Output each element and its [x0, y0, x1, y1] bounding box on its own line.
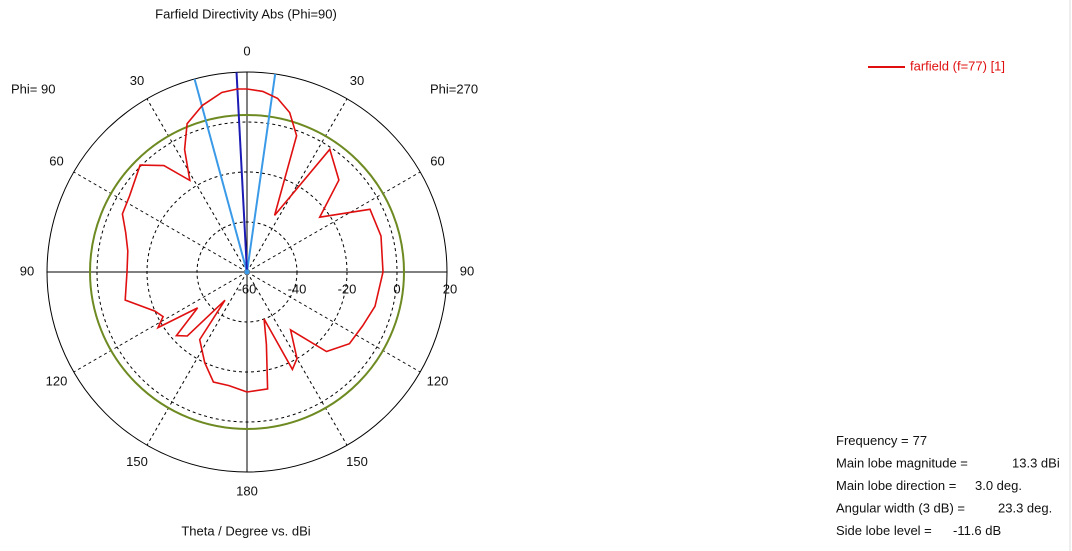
angle-tick-label: 90: [460, 263, 474, 278]
angle-tick-label: 150: [346, 454, 368, 469]
info-line: Frequency = 77: [836, 433, 927, 448]
grid-spoke: [146, 98, 248, 273]
angle-tick-label: 30: [350, 73, 364, 88]
reference-circle: [89, 114, 405, 430]
info-value: 77: [913, 433, 927, 448]
info-label: Side lobe level =: [836, 523, 932, 538]
x-axis-label: Theta / Degree vs. dBi: [181, 523, 310, 538]
info-line: Main lobe direction = 3.0 deg.: [836, 478, 1022, 493]
info-label: Angular width (3 dB) =: [836, 501, 965, 516]
grid-spoke: [73, 171, 248, 273]
r-tick-label: 0: [393, 281, 400, 296]
angle-tick-label: 150: [126, 454, 148, 469]
angle-tick-label: 30: [130, 73, 144, 88]
angle-tick-label: 90: [20, 263, 34, 278]
info-label: Main lobe direction =: [836, 478, 956, 493]
grid-spoke: [146, 271, 248, 446]
info-line: Main lobe magnitude = 13.3 dBi: [836, 456, 1060, 471]
info-line: Side lobe level = -11.6 dB: [836, 523, 1001, 538]
info-value: 3.0 deg.: [975, 478, 1022, 493]
r-tick-label: -40: [288, 281, 307, 296]
beamwidth-line: [246, 73, 277, 273]
phi-left-label: Phi= 90: [11, 81, 55, 96]
angle-tick-label: 0: [243, 43, 250, 58]
center-dot: [244, 269, 250, 275]
beamwidth-line: [193, 78, 248, 273]
info-line: Angular width (3 dB) = 23.3 deg.: [836, 501, 1052, 516]
info-value: 13.3 dBi: [1012, 456, 1060, 471]
info-label: Main lobe magnitude =: [836, 456, 968, 471]
legend-label: farfield (f=77) [1]: [910, 58, 1005, 73]
main-lobe-line: [235, 72, 248, 273]
angle-tick-label: 180: [236, 483, 258, 498]
angle-tick-label: 60: [49, 153, 63, 168]
info-value: -11.6 dB: [953, 523, 1001, 538]
phi-right-label: Phi=270: [430, 81, 478, 96]
r-tick-label: -20: [338, 281, 357, 296]
angle-tick-label: 120: [427, 373, 449, 388]
angle-tick-label: 60: [430, 153, 444, 168]
info-value: 23.3 deg.: [998, 501, 1052, 516]
chart-title: Farfield Directivity Abs (Phi=90): [155, 6, 337, 21]
grid-spoke: [246, 171, 421, 273]
angle-tick-label: 120: [46, 373, 68, 388]
trace: [121, 88, 384, 393]
r-tick-label: 20: [443, 281, 457, 296]
info-label: Frequency =: [836, 433, 909, 448]
